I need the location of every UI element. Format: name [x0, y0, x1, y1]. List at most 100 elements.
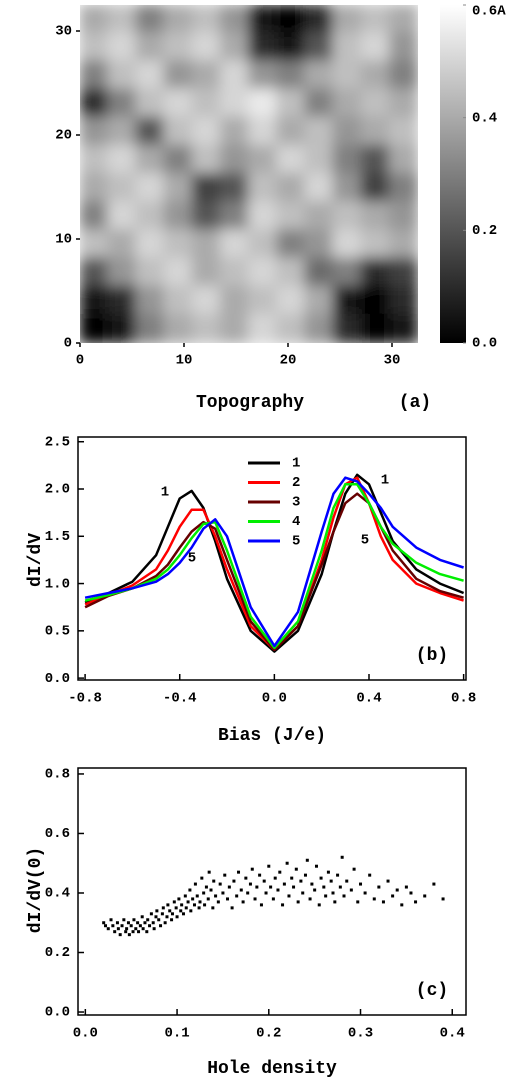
scatter-point [148, 924, 152, 928]
scatter-point [432, 882, 436, 886]
x-tick-label: 0.4 [356, 691, 381, 707]
scatter-point [319, 876, 323, 880]
scatter-point [409, 891, 413, 895]
scatter-point [244, 876, 248, 880]
heatmap-cell [332, 313, 363, 343]
heatmap-cell [135, 144, 166, 175]
scatter-point [102, 921, 106, 925]
heatmap-cell [191, 257, 222, 288]
y-tick-label: 0.0 [45, 671, 70, 687]
scatter-point [111, 924, 115, 928]
heatmap-cell [219, 229, 250, 260]
legend-label: 1 [292, 456, 300, 472]
scatter-point [386, 879, 390, 883]
y-tick-label: 0.6 [45, 826, 70, 842]
y-tick-label: 1.0 [45, 576, 70, 592]
x-tick-label: 10 [176, 353, 193, 369]
scatter-point [230, 906, 234, 910]
y-tick-label: 2.5 [45, 434, 70, 450]
heatmap-cell [219, 116, 250, 147]
scatter-point [282, 882, 286, 886]
heatmap-cell [248, 313, 279, 343]
heatmap-cell [191, 5, 222, 35]
scatter-point [305, 858, 309, 862]
scatter-point [198, 900, 202, 904]
scatter-point [345, 879, 349, 883]
scatter-point [104, 924, 108, 928]
x-axis-label: Topography [196, 393, 304, 413]
heatmap-cell [332, 5, 363, 35]
heatmap-cell [80, 173, 110, 204]
scatter-point [381, 900, 385, 904]
heatmap-cell [219, 173, 250, 204]
heatmap-cell [276, 285, 307, 316]
scatter-point [127, 933, 131, 937]
panel-label: (a) [399, 393, 431, 413]
heatmap-cell [276, 5, 307, 35]
heatmap-cell [388, 285, 418, 316]
scatter-point [267, 864, 271, 868]
heatmap-cell [360, 60, 391, 91]
scatter-point [129, 924, 133, 928]
scatter-point [281, 903, 285, 907]
x-tick-label: 20 [280, 353, 297, 369]
heatmap-cell [332, 173, 363, 204]
heatmap-cell [107, 285, 138, 316]
scatter-point [232, 879, 236, 883]
scatter-point [331, 891, 335, 895]
heatmap-cell [360, 313, 391, 343]
colorbar [440, 5, 466, 343]
scatter-point [115, 921, 119, 925]
heatmap-cell [332, 257, 363, 288]
scatter-point [212, 879, 216, 883]
heatmap-cells [80, 5, 418, 343]
heatmap-cell [80, 60, 110, 91]
scatter-point [163, 921, 167, 925]
scatter-point [193, 882, 197, 886]
scatter-point [218, 882, 222, 886]
scatter-point [157, 918, 161, 922]
heatmap-cell [191, 285, 222, 316]
heatmap-cell [388, 60, 418, 91]
heatmap-cell [107, 313, 138, 343]
heatmap-cell [107, 201, 138, 232]
scatter-point [204, 885, 208, 889]
heatmap-cell [80, 116, 110, 147]
scatter-point [183, 894, 187, 898]
series-line [84, 483, 464, 650]
x-tick-label: 0.0 [73, 1026, 98, 1042]
scatter-point [239, 888, 243, 892]
scatter-point [237, 870, 241, 874]
heatmap-cell [219, 32, 250, 63]
heatmap-cell [163, 313, 194, 343]
scatter-point [214, 894, 218, 898]
heatmap-cell [248, 257, 279, 288]
scatter-point [209, 888, 213, 892]
scatter-point [180, 903, 184, 907]
heatmap-cell [135, 60, 166, 91]
heatmap-cell [248, 32, 279, 63]
scatter-point [292, 885, 296, 889]
scatter-point [151, 921, 155, 925]
annotation: 5 [361, 533, 369, 549]
heatmap-cell [80, 32, 110, 63]
scatter-point [317, 903, 321, 907]
heatmap-cell [388, 229, 418, 260]
scatter-point [313, 888, 317, 892]
heatmap-cell [360, 5, 391, 35]
y-tick-label: 0.8 [45, 767, 70, 783]
scatter-point [118, 933, 122, 937]
scatter-point [340, 855, 344, 859]
scatter-point [310, 882, 314, 886]
scatter-point [109, 918, 113, 922]
scatter-point [294, 867, 298, 871]
heatmap-cell [276, 173, 307, 204]
scatter-point [235, 894, 239, 898]
scatter-point [248, 882, 252, 886]
y-tick-label: 10 [55, 232, 72, 248]
scatter-point [186, 900, 190, 904]
scatter-point [441, 897, 445, 901]
scatter-point [404, 885, 408, 889]
scatter-point [131, 930, 135, 934]
